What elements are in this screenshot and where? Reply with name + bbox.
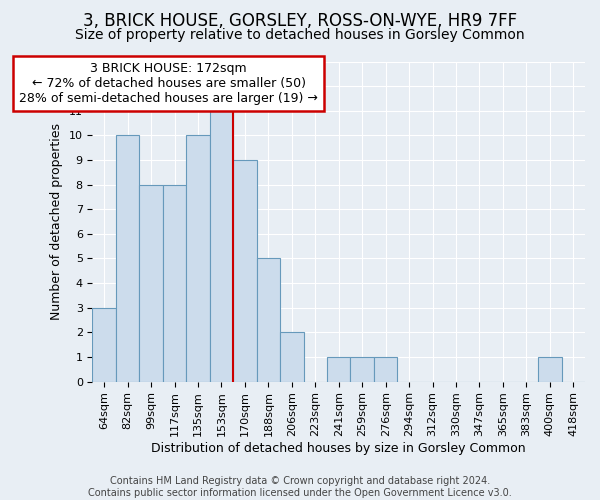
Y-axis label: Number of detached properties: Number of detached properties	[50, 123, 63, 320]
Bar	[210, 110, 233, 382]
Text: 3, BRICK HOUSE, GORSLEY, ROSS-ON-WYE, HR9 7FF: 3, BRICK HOUSE, GORSLEY, ROSS-ON-WYE, HR…	[83, 12, 517, 30]
Bar	[538, 357, 562, 382]
Text: 3 BRICK HOUSE: 172sqm
← 72% of detached houses are smaller (50)
28% of semi-deta: 3 BRICK HOUSE: 172sqm ← 72% of detached …	[19, 62, 318, 105]
Bar	[116, 136, 139, 382]
Bar	[374, 357, 397, 382]
Bar	[327, 357, 350, 382]
Bar	[92, 308, 116, 382]
Bar	[186, 136, 210, 382]
Bar	[139, 184, 163, 382]
Bar	[163, 184, 186, 382]
X-axis label: Distribution of detached houses by size in Gorsley Common: Distribution of detached houses by size …	[151, 442, 526, 455]
Text: Contains HM Land Registry data © Crown copyright and database right 2024.
Contai: Contains HM Land Registry data © Crown c…	[88, 476, 512, 498]
Bar	[280, 332, 304, 382]
Bar	[257, 258, 280, 382]
Bar	[233, 160, 257, 382]
Bar	[350, 357, 374, 382]
Text: Size of property relative to detached houses in Gorsley Common: Size of property relative to detached ho…	[75, 28, 525, 42]
